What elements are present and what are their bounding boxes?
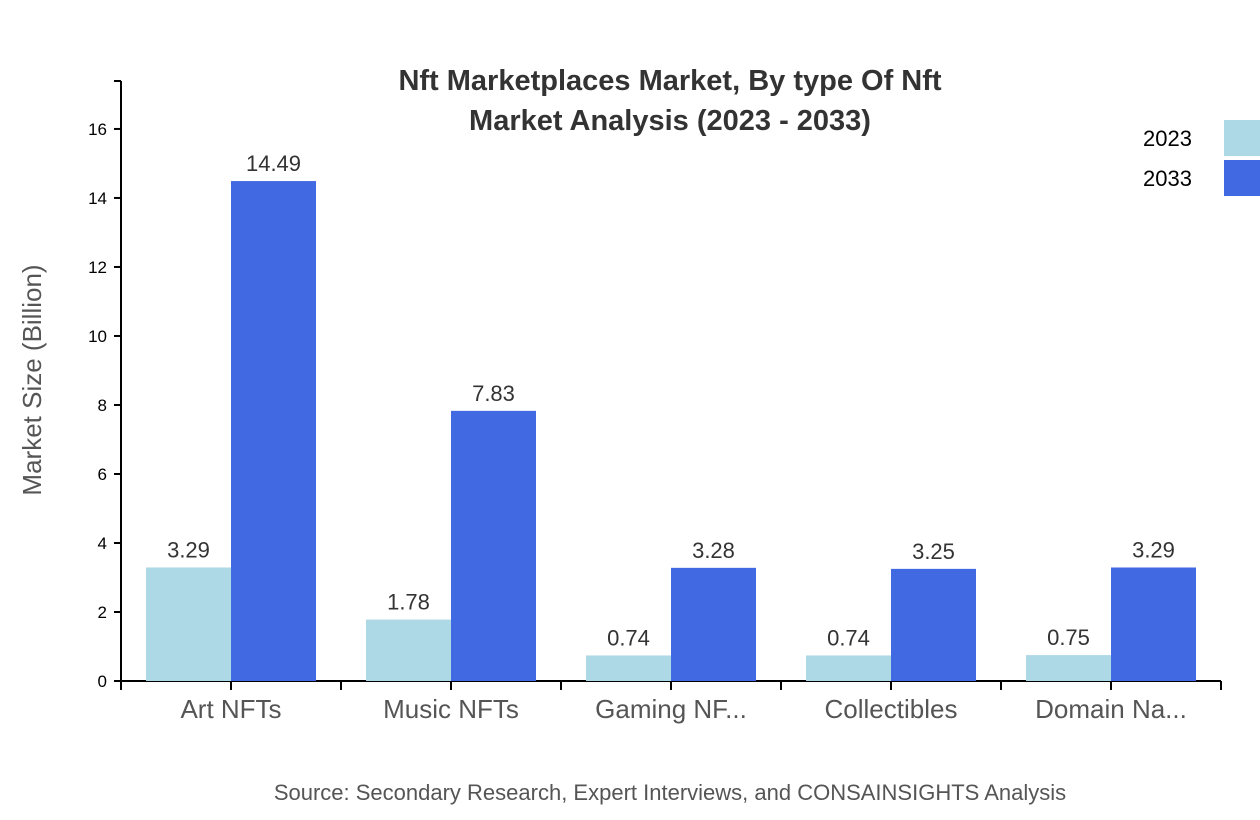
data-label: 0.75	[1047, 625, 1090, 650]
bar-2033	[231, 181, 316, 682]
data-label: 0.74	[827, 625, 870, 650]
bar-2033	[671, 567, 756, 681]
data-label: 7.83	[472, 381, 515, 406]
y-tick-label: 0	[98, 672, 107, 691]
bar-2023	[1026, 655, 1111, 681]
chart-title-line-1: Nft Marketplaces Market, By type Of Nft	[398, 65, 941, 97]
y-tick-label: 14	[88, 189, 107, 208]
y-tick-label: 12	[88, 258, 107, 277]
legend-swatch	[1224, 120, 1260, 156]
data-label: 3.25	[912, 539, 955, 564]
legend-label: 2033	[1143, 166, 1192, 191]
bar-2033	[451, 410, 536, 681]
y-axis-label: Market Size (Billion)	[17, 264, 47, 495]
bar-2023	[146, 567, 231, 681]
x-tick-label: Gaming NF...	[595, 694, 747, 724]
legend-label: 2023	[1143, 126, 1192, 151]
data-label: 3.29	[167, 537, 210, 562]
y-tick-label: 4	[98, 534, 107, 553]
y-tick-label: 16	[88, 120, 107, 139]
bar-2023	[366, 619, 451, 681]
legend: 2023 2033	[1143, 120, 1260, 196]
chart-title-line-2: Market Analysis (2023 - 2033)	[469, 105, 871, 137]
bars: 3.29 14.49 1.78 7.83 0.74 3.28 0.74 3.25 0.75 3.2…	[146, 151, 1196, 682]
data-label: 3.28	[692, 538, 735, 563]
y-tick-label: 6	[98, 465, 107, 484]
x-tick-label: Music NFTs	[383, 694, 519, 724]
y-tick-label: 10	[88, 327, 107, 346]
data-label: 0.74	[607, 625, 650, 650]
x-tick-label: Art NFTs	[180, 694, 281, 724]
bar-2023	[586, 655, 671, 681]
legend-swatch	[1224, 160, 1260, 196]
data-label: 1.78	[387, 590, 430, 615]
data-label: 3.29	[1132, 537, 1175, 562]
bar-2033	[1111, 567, 1196, 681]
x-tick-label: Domain Na...	[1035, 694, 1187, 724]
source-note: Source: Secondary Research, Expert Inter…	[274, 780, 1066, 805]
data-label: 14.49	[246, 151, 301, 176]
bar-2033	[891, 568, 976, 681]
bar-2023	[806, 655, 891, 681]
x-tick-label: Collectibles	[825, 694, 958, 724]
y-tick-label: 2	[98, 603, 107, 622]
y-tick-label: 8	[98, 396, 107, 415]
